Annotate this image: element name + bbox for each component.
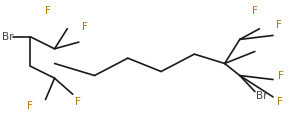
Text: F: F [26,101,33,111]
Text: F: F [75,97,81,107]
Text: Br: Br [256,91,268,101]
Text: Br: Br [2,32,14,42]
Text: F: F [277,97,282,107]
Text: F: F [278,70,283,80]
Text: F: F [82,22,88,32]
Text: F: F [45,6,50,16]
Text: F: F [252,6,258,16]
Text: F: F [276,20,282,30]
